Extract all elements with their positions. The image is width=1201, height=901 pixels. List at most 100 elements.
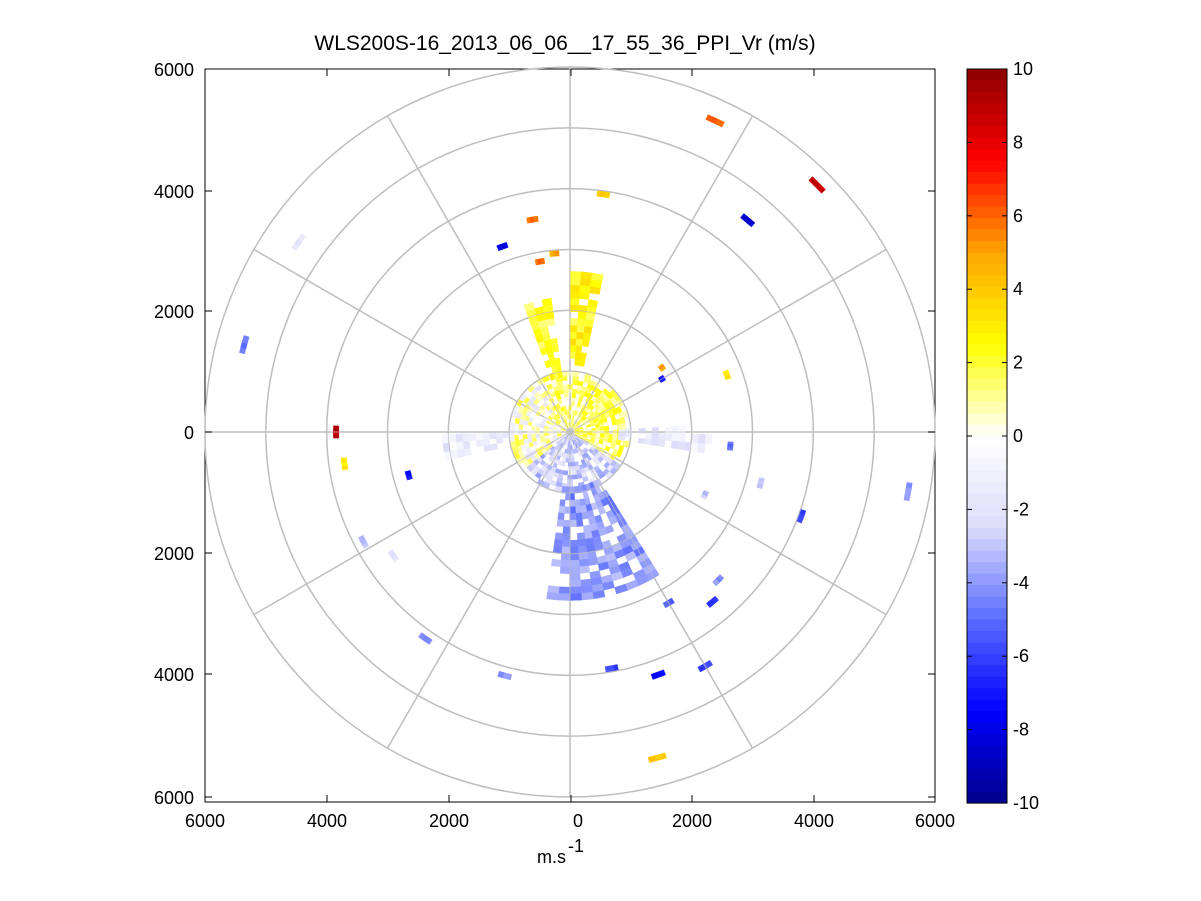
colorbar-band: [967, 321, 1007, 334]
velocity-cell: [540, 257, 546, 265]
velocity-cell: [698, 434, 706, 445]
velocity-cell: [691, 433, 700, 444]
velocity-cell: [569, 297, 580, 306]
colorbar-band: [967, 780, 1007, 793]
velocity-cell: [662, 600, 670, 609]
velocity-cell: [509, 422, 515, 430]
velocity-cell: [572, 418, 576, 424]
velocity-cell: [580, 504, 588, 513]
velocity-cell: [690, 442, 699, 453]
colorbar-band: [967, 470, 1007, 483]
velocity-cell: [569, 559, 580, 568]
colorbar-band: [967, 401, 1007, 414]
velocity-cell: [677, 441, 686, 451]
velocity-cell: [569, 284, 581, 293]
colorbar-band: [967, 206, 1007, 219]
velocity-cell: [712, 578, 720, 587]
colorbar-band: [967, 745, 1007, 758]
x-axis: 6000 4000 2000 0 2000 4000 6000: [185, 69, 955, 831]
y-tick-label: 2000: [154, 302, 194, 322]
velocity-cell: [644, 438, 653, 446]
velocity-cell: [535, 422, 541, 428]
velocity-cell: [462, 433, 470, 442]
velocity-cell: [526, 433, 532, 439]
velocity-cell: [543, 432, 549, 437]
colorbar-band: [967, 413, 1007, 426]
velocity-cell: [615, 450, 623, 458]
colorbar-band: [967, 126, 1007, 139]
velocity-cell: [658, 433, 666, 441]
x-tick-label: 2000: [672, 811, 712, 831]
colorbar-band: [967, 424, 1007, 437]
colorbar-band: [967, 183, 1007, 196]
velocity-cell: [563, 388, 569, 394]
velocity-cell: [569, 593, 582, 601]
y-tick-label: 6000: [154, 60, 194, 80]
velocity-cell: [591, 272, 604, 282]
velocity-cell: [495, 432, 503, 439]
velocity-cell: [578, 558, 590, 567]
velocity-cell: [746, 218, 756, 228]
velocity-cell: [448, 433, 457, 443]
velocity-cell: [468, 433, 477, 442]
velocity-cell: [659, 366, 667, 372]
velocity-cell: [599, 426, 605, 431]
velocity-cell: [903, 492, 911, 502]
velocity-cell: [580, 352, 587, 361]
velocity-cell: [482, 438, 491, 446]
velocity-cell: [497, 670, 505, 679]
velocity-cell: [241, 335, 250, 344]
colorbar-band: [967, 390, 1007, 403]
velocity-cell: [678, 433, 686, 443]
velocity-cell: [565, 493, 571, 501]
velocity-cell: [704, 434, 713, 445]
velocity-cell: [442, 433, 450, 444]
colorbar-band: [967, 160, 1007, 173]
velocity-cell: [513, 423, 520, 430]
velocity-cell: [579, 291, 590, 300]
spoke-line-overlay: [569, 431, 887, 615]
spoke-line-overlay: [387, 431, 571, 749]
x-tick-label: 6000: [185, 811, 225, 831]
velocity-cell: [569, 519, 577, 528]
velocity-cell: [651, 427, 660, 434]
velocity-cell: [518, 423, 524, 430]
velocity-cell: [562, 526, 571, 534]
velocity-cell: [756, 483, 764, 490]
velocity-cells: [239, 114, 913, 763]
colorbar-band: [967, 699, 1007, 712]
spoke-line-overlay: [387, 115, 571, 433]
spoke-line-overlay: [253, 249, 571, 433]
colorbar-band: [967, 619, 1007, 632]
velocity-cell: [571, 392, 577, 398]
velocity-cell: [575, 512, 583, 521]
velocity-cell: [418, 632, 427, 641]
velocity-cell: [455, 433, 463, 443]
velocity-cell: [475, 433, 483, 441]
colorbar-tick-label: 8: [1013, 132, 1023, 152]
colorbar-band: [967, 263, 1007, 277]
velocity-cell: [584, 373, 592, 380]
velocity-cell: [558, 505, 565, 514]
velocity-cell: [571, 461, 576, 467]
velocity-cell: [616, 423, 622, 430]
velocity-cell: [562, 405, 567, 412]
y-tick-label: 2000: [154, 544, 194, 564]
velocity-cell: [562, 384, 568, 390]
colorbar-band: [967, 768, 1007, 781]
velocity-cell: [604, 471, 613, 480]
colorbar-tick-label: 6: [1013, 206, 1023, 226]
velocity-cell: [587, 299, 599, 308]
velocity-cell: [706, 600, 714, 608]
velocity-cell: [697, 664, 706, 673]
colorbar-band: [967, 367, 1007, 380]
colorbar-band: [967, 676, 1007, 689]
velocity-cell: [554, 532, 564, 541]
velocity-cell: [333, 425, 340, 431]
y-tick-label: 4000: [154, 182, 194, 202]
velocity-cell: [576, 331, 585, 340]
spoke-line-overlay: [569, 431, 753, 749]
velocity-cell: [340, 457, 348, 464]
velocity-cell: [583, 441, 589, 447]
velocity-cell: [541, 298, 553, 307]
